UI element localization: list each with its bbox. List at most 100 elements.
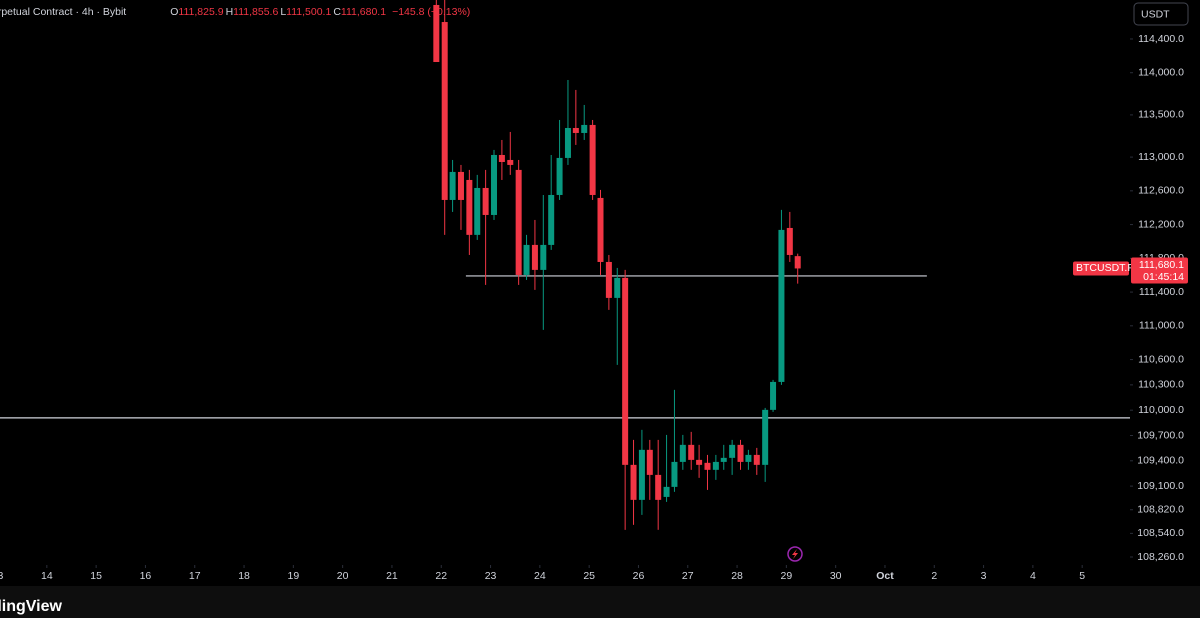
x-tick-label: 13 xyxy=(0,570,4,582)
y-tick-label: 113,000.0 xyxy=(1138,151,1184,163)
candle-body xyxy=(745,454,752,462)
candle-body xyxy=(572,127,579,133)
candle-body xyxy=(614,277,621,298)
y-tick-label: 108,260.0 xyxy=(1137,551,1184,563)
ohlc: O 111,825.9 H 111,855.6 L 111,500.1 C 111,680.1 xyxy=(170,6,388,18)
candle-body xyxy=(778,229,785,382)
footer-bar xyxy=(0,586,1200,618)
lightning-icon[interactable] xyxy=(787,546,803,562)
symbol-text: erpetual Contract · 4h · Bybit xyxy=(0,6,127,18)
y-tick-label: 112,200.0 xyxy=(1138,218,1184,230)
x-tick-label: 22 xyxy=(435,570,447,582)
candle-body xyxy=(482,187,489,215)
candle-body xyxy=(433,4,440,63)
ohlc-key: L xyxy=(280,6,287,18)
candle-body xyxy=(762,409,769,465)
y-tick-label: 110,000.0 xyxy=(1138,404,1184,416)
candle-body xyxy=(474,187,481,235)
candle-body xyxy=(646,449,653,475)
candle-body xyxy=(597,197,604,262)
x-tick-label: Oct xyxy=(876,570,894,582)
x-tick-label: 28 xyxy=(731,570,743,582)
y-tick-label: 109,400.0 xyxy=(1137,455,1184,467)
y-tick-label: 110,600.0 xyxy=(1138,353,1184,365)
x-tick-label: 18 xyxy=(238,570,250,582)
x-tick-label: 5 xyxy=(1079,570,1085,582)
x-tick-label: 15 xyxy=(90,570,102,582)
candle-body xyxy=(441,22,448,200)
candle-body xyxy=(548,194,555,245)
candle-body xyxy=(671,461,678,487)
x-tick-label: 19 xyxy=(288,570,300,582)
candle-body xyxy=(449,171,456,200)
currency[interactable]: USDT xyxy=(1141,8,1170,20)
y-tick-label: 109,700.0 xyxy=(1137,429,1184,441)
candle-body xyxy=(581,124,588,133)
icon-bolt xyxy=(792,549,798,559)
candle-body xyxy=(679,444,686,462)
chart: USDT 114,400.0 114,000.0 113,500.0 113,000.… xyxy=(0,0,1189,582)
y-tick-label: 110,300.0 xyxy=(1138,379,1184,391)
x-tick-label: 16 xyxy=(140,570,152,582)
symbol-box xyxy=(1073,261,1129,276)
x-tick-label: 20 xyxy=(337,570,349,582)
candle-body xyxy=(498,154,505,162)
price-text: 111,680.1 xyxy=(1139,259,1184,271)
candle-body xyxy=(605,261,612,298)
candle-body xyxy=(688,444,695,460)
candle-body xyxy=(507,159,514,165)
symbol-text: BTCUSDT.P xyxy=(1076,262,1134,274)
candle-body xyxy=(638,449,645,500)
candle-body xyxy=(770,381,777,410)
x-tick-label: 4 xyxy=(1030,570,1036,582)
x-tick-label: 14 xyxy=(41,570,53,582)
y-tick-label: 114,400.0 xyxy=(1138,33,1184,45)
candle-body xyxy=(564,127,571,158)
y-tick-label: 111,400.0 xyxy=(1139,286,1184,298)
candle-body xyxy=(786,227,793,255)
candle-body xyxy=(457,171,464,200)
x-tick-label: 29 xyxy=(781,570,793,582)
currency-box[interactable] xyxy=(1133,2,1189,26)
ohlc-value: 111,825.9 xyxy=(178,6,224,18)
candle-body xyxy=(696,459,703,465)
candle-body xyxy=(663,486,670,497)
ohlc-key: C xyxy=(333,6,341,18)
price-label: BTCUSDT.P 111,680.101:45:14 xyxy=(1073,257,1188,284)
candle-body xyxy=(531,244,538,270)
candle-body xyxy=(737,444,744,462)
x-tick-label: 27 xyxy=(682,570,694,582)
x-tick-label: 23 xyxy=(485,570,497,582)
candle-body xyxy=(729,444,736,458)
x-tick-label: 24 xyxy=(534,570,546,582)
candle-body xyxy=(630,464,637,500)
candle-body xyxy=(794,256,801,269)
icon-ring xyxy=(787,546,803,562)
y-tick-label: 109,100.0 xyxy=(1137,480,1184,492)
candle-body xyxy=(720,457,727,462)
x-tick-label: 17 xyxy=(189,570,201,582)
ohlc-value: 111,680.1 xyxy=(340,6,387,18)
x-tick-label: 2 xyxy=(931,570,937,582)
candle-body xyxy=(523,244,530,275)
candle-body xyxy=(753,454,760,465)
candle-body xyxy=(515,169,522,275)
candle-body xyxy=(622,277,629,465)
candle-body xyxy=(556,157,563,195)
candle-body xyxy=(589,124,596,195)
y-tick-label: 113,500.0 xyxy=(1138,109,1184,121)
candle-body xyxy=(655,474,662,500)
x-tick-label: 3 xyxy=(981,570,987,582)
ohlc-value: 111,500.1 xyxy=(286,6,332,18)
candle-body xyxy=(540,244,547,270)
candle-body xyxy=(466,179,473,235)
y-tick-label: 114,000.0 xyxy=(1138,67,1184,79)
brand: dingView xyxy=(0,598,62,615)
legend-header: erpetual Contract · 4h · Bybit O 111,825.… xyxy=(0,6,470,18)
price-box xyxy=(1131,257,1188,284)
candle-body xyxy=(491,154,498,215)
countdown-text: 01:45:14 xyxy=(1143,271,1184,283)
x-tick-label: 25 xyxy=(583,570,595,582)
change: −145.8 (−0.13%) xyxy=(392,6,471,18)
